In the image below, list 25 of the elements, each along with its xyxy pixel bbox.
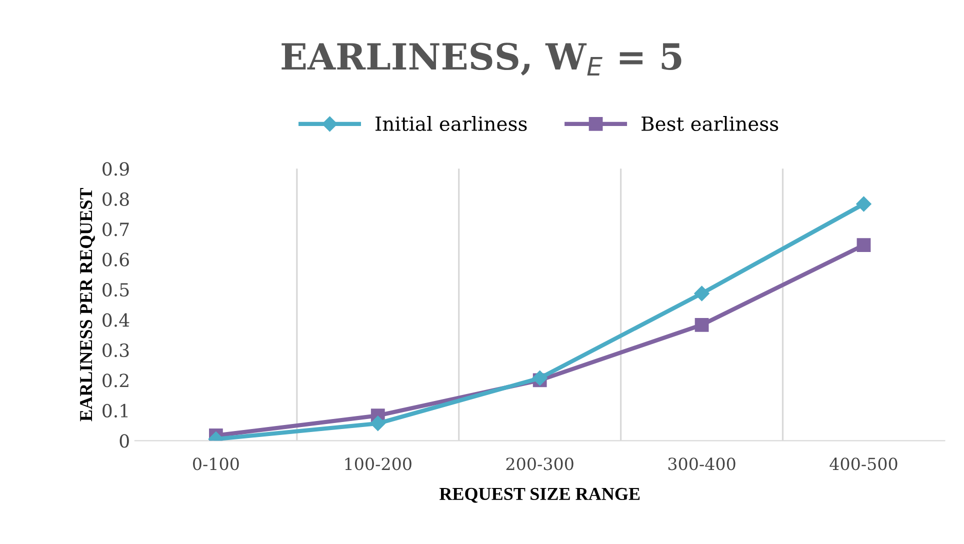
y-tick-label: 0.7	[102, 222, 129, 236]
y-tick-label: 0.2	[102, 374, 128, 388]
y-tick-label: 0	[120, 434, 129, 448]
legend-label: Best earliness	[642, 116, 778, 132]
y-tick-label: 0.4	[102, 313, 130, 327]
x-tick-label: 200-300	[506, 458, 574, 470]
y-tick-label: 0.6	[102, 252, 129, 266]
legend-label: Initial earliness	[376, 116, 527, 132]
point	[370, 416, 386, 431]
y-tick-label: 0.8	[102, 192, 129, 206]
x-axis-title: REQUEST SIZE RANGE	[439, 488, 640, 503]
point	[856, 196, 872, 212]
y-tick-label: 0.1	[102, 404, 128, 418]
point	[694, 318, 709, 332]
y-tick-label: 0.3	[102, 343, 129, 358]
y-axis-title: EARLINESS PER REQUEST	[80, 188, 95, 422]
y-tick-label: 0.9	[102, 162, 129, 176]
x-tick-label: 100-200	[345, 458, 412, 470]
x-tick-label: 0-100	[193, 458, 239, 470]
x-tick-label: 400-500	[830, 458, 898, 470]
point	[694, 286, 710, 302]
y-tick-label: 0.5	[102, 282, 129, 297]
point	[856, 238, 871, 252]
chart-title: EARLINESS, W$_{E}$ = 5	[282, 42, 682, 76]
x-tick-label: 300-400	[668, 458, 736, 470]
